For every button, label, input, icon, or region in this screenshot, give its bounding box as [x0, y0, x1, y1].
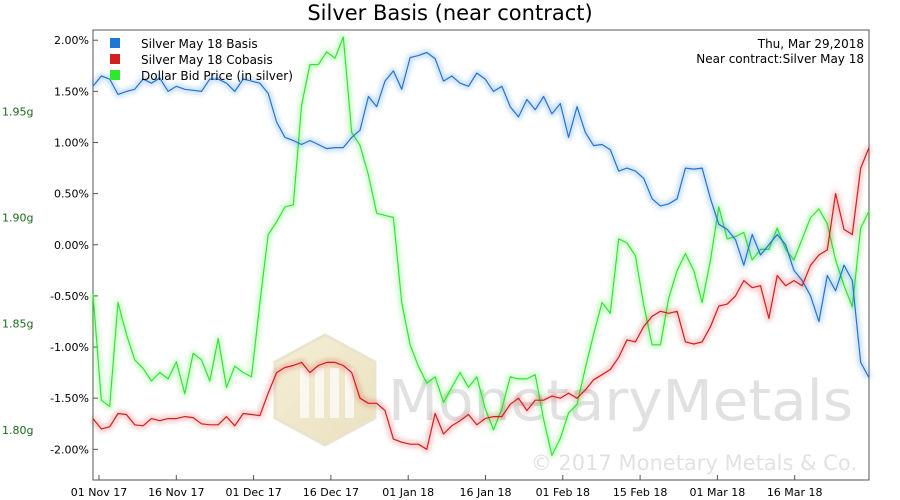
- x-tick-label: 15 Feb 18: [613, 486, 667, 499]
- watermark-bars-icon: [300, 368, 354, 418]
- x-tick-label: 16 Dec 17: [303, 486, 359, 499]
- watermark-copyright: © 2017 Monetary Metals & Co.: [531, 451, 857, 475]
- annotation-contract: Near contract:Silver May 18: [696, 52, 864, 66]
- left-tick-label: 1.50%: [54, 85, 89, 98]
- legend-label-cobasis: Silver May 18 Cobasis: [141, 53, 273, 67]
- legend-swatch-basis: [110, 38, 120, 48]
- right-axis: 1.95g 1.90g 1.85g 1.80g: [2, 105, 33, 437]
- left-tick-label: 1.00%: [54, 137, 89, 150]
- left-tick-label: -0.50%: [50, 290, 89, 303]
- right-tick-label: 1.95g: [2, 105, 33, 118]
- series-basis-line: [92, 51, 870, 378]
- left-tick-label: 2.00%: [54, 34, 89, 47]
- left-tick-label: 0.50%: [54, 188, 89, 201]
- x-tick-label: 01 Mar 18: [690, 486, 746, 499]
- legend-swatch-bid: [110, 70, 120, 80]
- watermark: MonetaryMetals © 2017 Monetary Metals & …: [273, 333, 857, 475]
- x-axis: 01 Nov 17 16 Nov 17 01 Dec 17 16 Dec 17 01 J…: [71, 475, 823, 499]
- left-tick-label: 0.00%: [54, 239, 89, 252]
- series-cobasis-line: [92, 147, 870, 450]
- series-layer: [90, 34, 872, 459]
- annotation-date: Thu, Mar 29,2018: [757, 37, 864, 51]
- left-tick-label: -1.50%: [50, 392, 89, 405]
- right-tick-label: 1.85g: [2, 318, 33, 331]
- x-tick-label: 01 Dec 17: [225, 486, 281, 499]
- right-tick-label: 1.90g: [2, 212, 33, 225]
- x-tick-label: 16 Mar 18: [767, 486, 823, 499]
- x-tick-label: 01 Nov 17: [71, 486, 127, 499]
- left-axis: 2.00% 1.50% 1.00% 0.50% 0.00% -0.50% -1.00% -1.…: [50, 34, 98, 456]
- x-tick-label: 01 Jan 18: [382, 486, 434, 499]
- left-tick-label: -1.00%: [50, 341, 89, 354]
- x-tick-label: 01 Feb 18: [536, 486, 590, 499]
- chart-title: Silver Basis (near contract): [307, 1, 592, 25]
- series-bid-line: [92, 36, 870, 456]
- left-tick-label: -2.00%: [50, 443, 89, 456]
- legend-label-basis: Silver May 18 Basis: [141, 37, 258, 51]
- legend: Silver May 18 Basis Silver May 18 Cobasi…: [110, 37, 293, 83]
- x-tick-label: 16 Jan 18: [460, 486, 512, 499]
- x-tick-label: 16 Nov 17: [148, 486, 204, 499]
- legend-label-bid: Dollar Bid Price (in silver): [141, 69, 293, 83]
- legend-swatch-cobasis: [110, 54, 120, 64]
- right-tick-label: 1.80g: [2, 424, 33, 437]
